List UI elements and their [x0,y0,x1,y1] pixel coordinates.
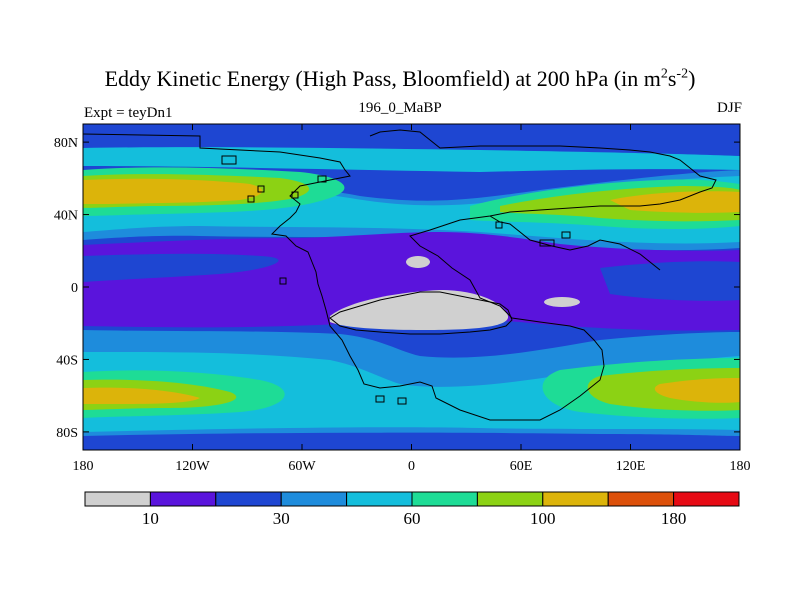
title-sup-1: 2 [660,66,668,82]
x-tick-label: 120W [175,459,210,474]
field-low-indian [544,297,580,307]
field-tropics-patch-west [83,253,279,282]
colorbar-swatch [280,491,348,507]
field-nh-atlantic-jet-core [83,178,263,204]
colorbar-label: 30 [273,509,290,528]
colorbar-swatch [476,491,544,507]
field-sh-band-2 [83,352,740,432]
colorbar-swatch [542,491,609,507]
axis-ticks: 80N 40N 0 40S 80S 180 120W 60W 0 60E 120E 180 [54,124,751,474]
colorbar-swatch [411,491,478,507]
title-mid: s [667,66,677,91]
season-label: DJF [716,100,742,116]
colorbar-label: 180 [661,509,687,528]
colorbar-swatch [215,491,282,507]
y-tick-label: 40S [56,353,78,368]
x-tick-label: 120E [616,459,646,474]
colorbar-label: 100 [530,509,556,528]
colorbar-swatch [84,491,151,507]
field-sh-jet-east-core [654,378,740,403]
colorbar: 10 30 60 100 180 [84,491,740,528]
field-tropics-patch-east [600,261,740,301]
y-tick-label: 0 [71,281,78,296]
title-prefix: Eddy Kinetic Energy (High Pass, Bloomfie… [104,66,661,91]
field-sh-polar [83,432,740,450]
x-tick-label: 180 [730,459,751,474]
experiment-label: Expt = teyDn1 [84,105,173,121]
colorbar-swatch [607,491,675,507]
x-tick-label: 60E [510,459,533,474]
coastlines [83,129,717,421]
field-nh-polar-band [83,147,740,172]
x-tick-label: 0 [408,459,415,474]
colorbar-swatch [149,491,217,507]
field-nh-pacific-jet-core [610,191,740,213]
y-tick-label: 80N [54,136,78,151]
chart-title: Eddy Kinetic Energy (High Pass, Bloomfie… [0,66,800,92]
colorbar-swatch [346,491,413,507]
colorbar-label: 60 [404,509,421,528]
subtitle: 196_0_MaBP [358,100,442,116]
field-low-africa [406,256,430,268]
x-tick-label: 180 [73,459,94,474]
title-sup-2: -2 [676,66,689,82]
field-low-atlantic [330,290,509,330]
title-suffix: ) [688,66,696,91]
field-sh-jet-west-core [83,387,200,404]
x-tick-label: 60W [288,459,316,474]
ke-field [83,124,740,450]
colorbar-swatch [673,491,740,507]
y-tick-label: 80S [56,426,78,441]
colorbar-label: 10 [142,509,159,528]
y-tick-label: 40N [54,209,78,224]
